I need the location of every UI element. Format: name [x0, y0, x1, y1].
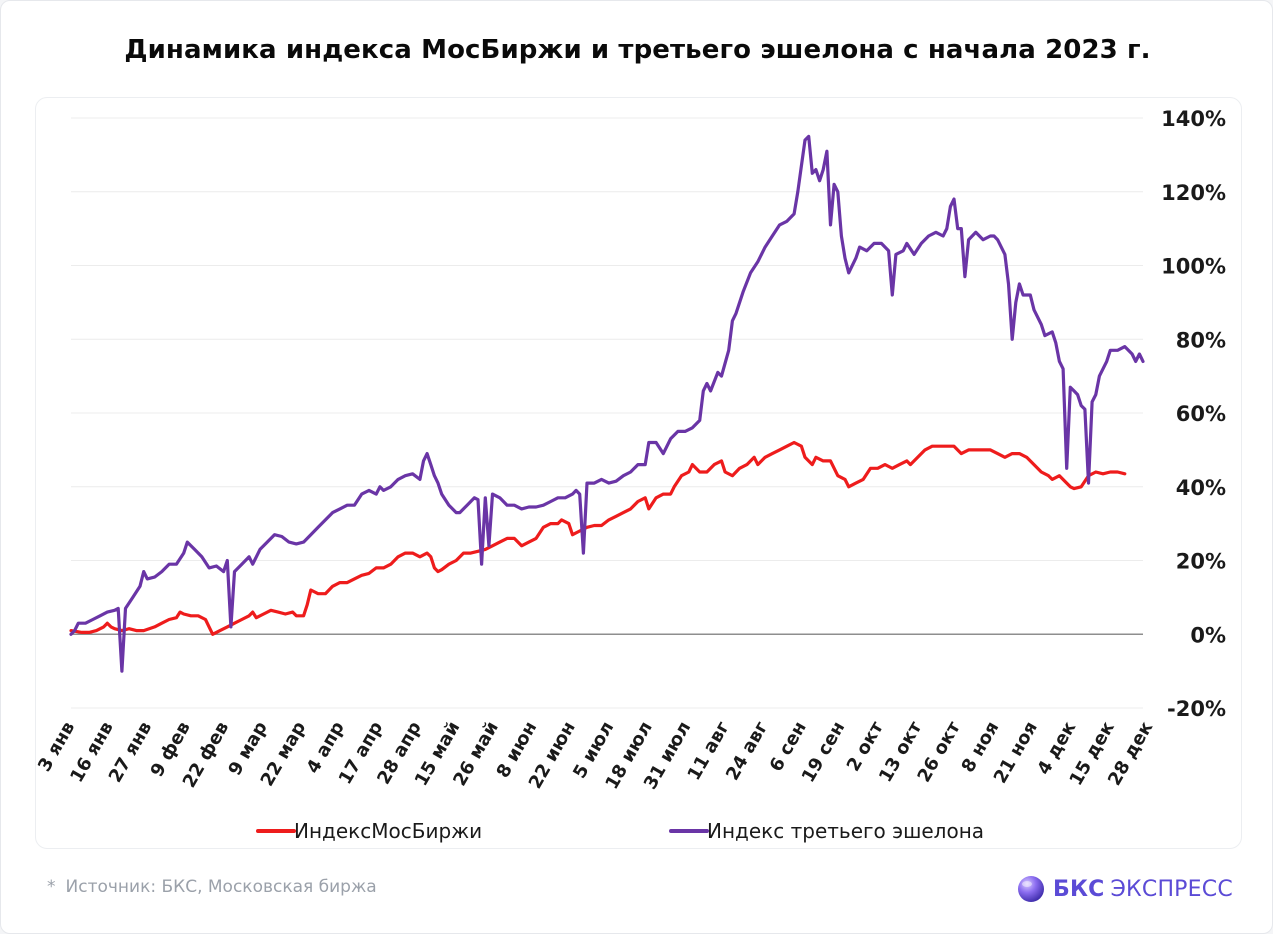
brand-name-light: ЭКСПРЕСС	[1110, 876, 1233, 902]
brand-name: БКС ЭКСПРЕСС	[1053, 877, 1233, 902]
series-line-moex	[69, 440, 1127, 636]
y-tick-label: 0%	[1190, 623, 1226, 647]
footnote-text: Источник: БКС, Московская биржа	[65, 877, 377, 897]
y-tick-label: 140%	[1161, 107, 1226, 131]
source-footnote: * Источник: БКС, Московская биржа	[47, 877, 377, 897]
footnote-marker: *	[47, 877, 56, 897]
y-tick-label: 60%	[1176, 402, 1226, 426]
legend-label: ИндексМосБиржи	[294, 819, 482, 843]
y-tick-label: 100%	[1161, 255, 1226, 279]
brand-name-bold: БКС	[1053, 876, 1105, 902]
brand-logo[interactable]: БКС ЭКСПРЕСС	[1017, 871, 1233, 907]
sphere-logo-icon	[1018, 876, 1044, 902]
page-title: Динамика индекса МосБиржи и третьего эше…	[124, 35, 1151, 65]
y-tick-label: -20%	[1167, 697, 1226, 721]
y-tick-label: 120%	[1161, 181, 1226, 205]
y-tick-label: 80%	[1176, 328, 1226, 352]
chart-card: 140% 120% 100% 80% 60% 40% 20% 0% -20% 3 янв 16 ян…	[35, 97, 1242, 849]
y-tick-label: 20%	[1176, 550, 1226, 574]
legend-label: Индекс третьего эшелона	[707, 819, 984, 843]
series-line-third-tier	[69, 134, 1145, 673]
y-tick-label: 40%	[1176, 476, 1226, 500]
